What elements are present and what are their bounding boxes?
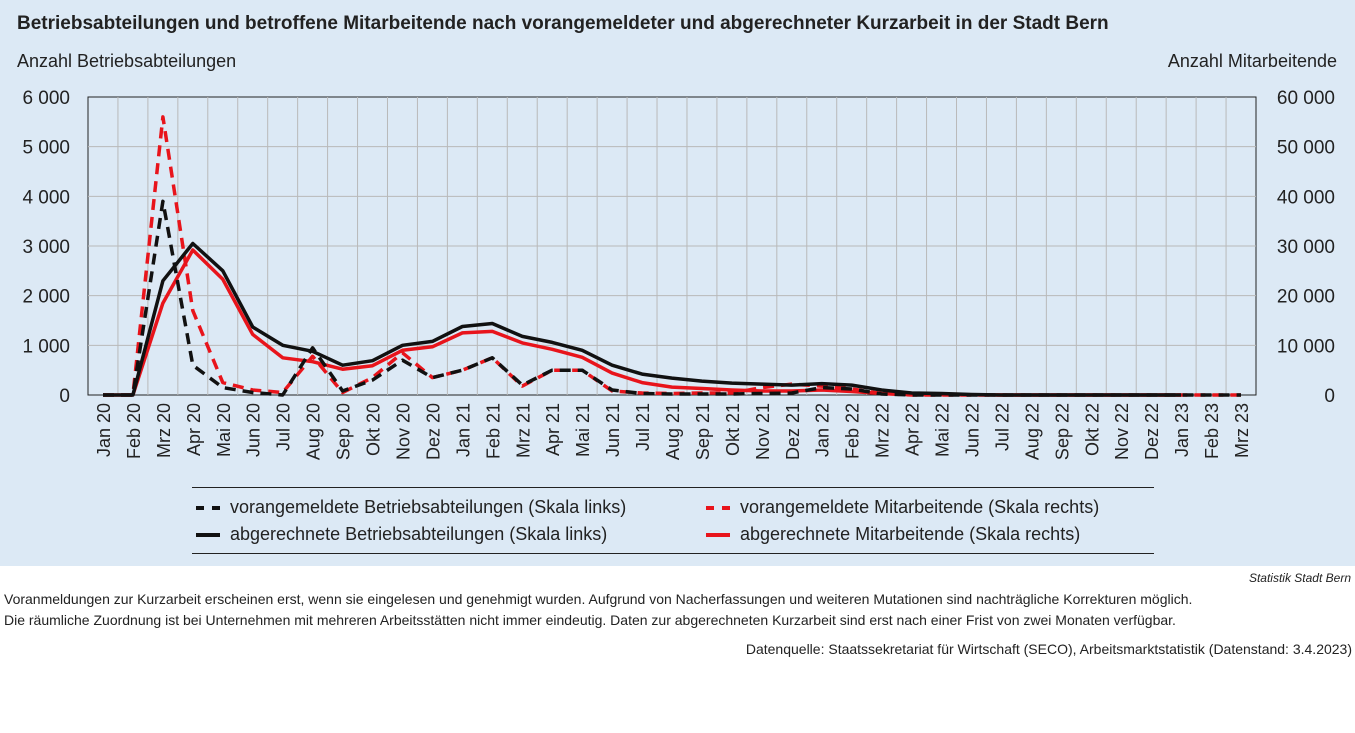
x-tick-label: Apr 21: [543, 403, 563, 456]
grid: [87, 96, 1257, 396]
y-tick-label-right: 10 000: [1277, 336, 1335, 357]
y-tick-label-left: 3 000: [22, 237, 70, 258]
y-tick-label-right: 30 000: [1277, 237, 1335, 258]
x-tick-label: Jul 20: [274, 403, 294, 451]
x-tick-label: Aug 22: [1022, 403, 1042, 460]
x-tick-label: Mrz 20: [154, 403, 174, 458]
source-brand: Statistik Stadt Bern: [1248, 571, 1351, 585]
x-tick-label: Dez 21: [783, 403, 803, 460]
x-tick-label: Mai 21: [573, 403, 593, 457]
x-tick-label: Jan 22: [813, 403, 833, 457]
footnote: Voranmeldungen zur Kurzarbeit erscheinen…: [4, 591, 1193, 607]
x-tick-label: Apr 22: [903, 403, 923, 456]
x-tick-label: Nov 21: [753, 403, 773, 460]
x-tick-label: Feb 23: [1202, 403, 1222, 459]
legend-swatch-dashed-black: [196, 505, 220, 510]
legend-bottom-rule: [192, 553, 1154, 554]
x-tick-label: Aug 21: [663, 403, 683, 460]
footnote: Die räumliche Zuordnung ist bei Unterneh…: [4, 612, 1176, 628]
legend-item-pre-staff: vorangemeldete Mitarbeitende (Skala rech…: [706, 497, 1099, 518]
x-tick-label: Mai 22: [933, 403, 953, 457]
series-lines: [103, 115, 1241, 397]
x-tick-label: Jan 23: [1172, 403, 1192, 457]
legend-swatch-solid-black: [196, 532, 220, 537]
x-tick-label: Jun 22: [962, 403, 982, 457]
x-tick-label: Jun 21: [603, 403, 623, 457]
x-tick-label: Sep 21: [693, 403, 713, 460]
legend-item-act-units: abgerechnete Betriebsabteilungen (Skala …: [196, 524, 607, 545]
x-tick-label: Mai 20: [214, 403, 234, 457]
line-chart: 0 1 000 2 000 3 000 4 000 5 000 6 000 0 10 000 2…: [22, 88, 1335, 460]
x-tick-label: Feb 20: [124, 403, 144, 459]
x-tick-label: Jul 21: [633, 403, 653, 451]
x-tick-label: Jan 21: [453, 403, 473, 457]
x-tick-label: Jan 20: [94, 403, 114, 457]
y-axis-left-title: Anzahl Betriebsabteilungen: [17, 51, 237, 71]
legend-label: abgerechnete Betriebsabteilungen (Skala …: [230, 524, 608, 544]
y-axis-right-ticks: 0 10 000 20 000 30 000 40 000 50 000 60 000: [1277, 88, 1335, 407]
y-tick-label-left: 5 000: [22, 138, 70, 159]
y-tick-label-left: 4 000: [22, 187, 70, 208]
legend-swatch-solid-red: [706, 532, 730, 537]
legend-label: abgerechnete Mitarbeitende (Skala rechts…: [740, 524, 1081, 544]
chart-title: Betriebsabteilungen und betroffene Mitar…: [17, 13, 1109, 34]
y-tick-label-left: 0: [59, 386, 70, 407]
x-tick-label: Mrz 23: [1232, 403, 1252, 458]
x-tick-label: Feb 22: [843, 403, 863, 459]
y-tick-label-left: 2 000: [22, 287, 70, 308]
y-tick-label-right: 20 000: [1277, 287, 1335, 308]
x-tick-label: Nov 22: [1112, 403, 1132, 460]
y-tick-label-right: 0: [1324, 386, 1335, 407]
dashed-black-units-line: [103, 199, 1241, 397]
x-tick-label: Nov 20: [393, 403, 413, 460]
y-tick-label-right: 40 000: [1277, 187, 1335, 208]
x-tick-label: Okt 20: [364, 403, 384, 456]
y-axis-right-title: Anzahl Mitarbeitende: [1167, 51, 1337, 71]
legend-swatch-dashed-red: [706, 505, 730, 510]
y-tick-label-right: 60 000: [1277, 88, 1335, 109]
legend-item-pre-units: vorangemeldete Betriebsabteilungen (Skal…: [196, 497, 626, 518]
data-source: Datenquelle: Staatssekretariat für Wirts…: [745, 641, 1352, 657]
x-tick-label: Okt 22: [1082, 403, 1102, 456]
x-tick-label: Feb 21: [483, 403, 503, 459]
x-tick-label: Mrz 21: [513, 403, 533, 458]
x-axis-ticks: Jan 20 Feb 20 Mrz 20 Apr 20 Mai 20 Jun 20 Jul …: [94, 403, 1252, 460]
x-tick-label: Okt 21: [723, 403, 743, 456]
x-tick-label: Dez 20: [423, 403, 443, 460]
x-tick-label: Sep 20: [334, 403, 354, 460]
x-tick-label: Jul 22: [992, 403, 1012, 451]
y-tick-label-right: 50 000: [1277, 138, 1335, 159]
solid-black-units-line: [103, 241, 1182, 397]
legend-label: vorangemeldete Mitarbeitende (Skala rech…: [740, 497, 1100, 517]
y-axis-left-ticks: 0 1 000 2 000 3 000 4 000 5 000 6 000: [22, 88, 70, 407]
x-tick-label: Mrz 22: [873, 403, 893, 458]
y-tick-label-left: 1 000: [22, 336, 70, 357]
legend-label: vorangemeldete Betriebsabteilungen (Skal…: [230, 497, 627, 517]
legend-top-rule: [192, 487, 1154, 488]
x-tick-label: Sep 22: [1052, 403, 1072, 460]
x-tick-label: Jun 20: [244, 403, 264, 457]
x-tick-label: Aug 20: [304, 403, 324, 460]
x-tick-label: Apr 20: [184, 403, 204, 456]
legend-item-act-staff: abgerechnete Mitarbeitende (Skala rechts…: [706, 524, 1080, 545]
x-tick-label: Dez 22: [1142, 403, 1162, 460]
y-tick-label-left: 6 000: [22, 88, 70, 109]
